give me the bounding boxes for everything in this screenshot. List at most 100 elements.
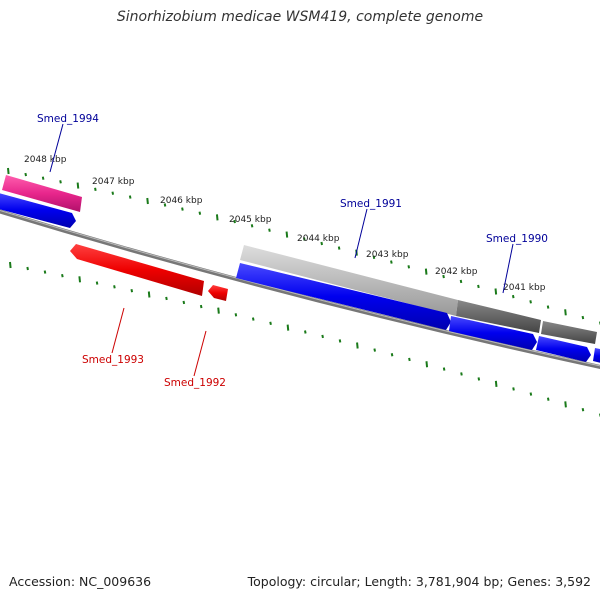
inner-tick bbox=[130, 288, 134, 293]
inner-tick bbox=[234, 313, 238, 317]
inner-tick bbox=[460, 372, 463, 376]
inner-tick bbox=[529, 392, 533, 396]
inner-tick bbox=[321, 334, 324, 339]
outer-tick bbox=[7, 167, 10, 175]
gene-blue-left[interactable] bbox=[0, 192, 76, 228]
kbp-label-2047: 2047 kbp bbox=[92, 177, 135, 187]
gene-blue-edge[interactable] bbox=[593, 348, 600, 364]
genome-summary-text: Topology: circular; Length: 3,781,904 bp… bbox=[247, 574, 591, 589]
kbp-label-2043: 2043 kbp bbox=[366, 250, 409, 260]
inner-tick-row bbox=[9, 261, 600, 417]
gene-label-smed-1990[interactable]: Smed_1990 bbox=[486, 233, 548, 245]
inner-tick bbox=[494, 380, 498, 387]
outer-tick bbox=[128, 195, 132, 199]
outer-tick bbox=[94, 187, 97, 192]
map-title: Sinorhizobium medicae WSM419, complete g… bbox=[116, 9, 484, 25]
gene-label-smed-1991[interactable]: Smed_1991 bbox=[340, 198, 402, 210]
outer-tick bbox=[581, 315, 585, 320]
rna-band-dark-2 bbox=[541, 321, 597, 344]
inner-tick bbox=[9, 261, 12, 269]
outer-tick bbox=[111, 191, 115, 195]
leader-smed-1990 bbox=[502, 243, 514, 294]
gene-blue-right[interactable] bbox=[536, 336, 591, 362]
inner-tick bbox=[512, 387, 515, 391]
outer-tick bbox=[337, 246, 341, 250]
gene-smed-1991-body[interactable] bbox=[236, 263, 451, 330]
outer-tick bbox=[268, 228, 271, 232]
outer-tick bbox=[250, 224, 254, 228]
inner-tick bbox=[373, 348, 376, 352]
gene-smed-1992[interactable] bbox=[208, 285, 228, 301]
outer-tick bbox=[215, 214, 219, 221]
inner-tick bbox=[425, 361, 429, 368]
outer-tick bbox=[424, 268, 428, 275]
outer-tick bbox=[529, 300, 532, 304]
leader-smed-1994 bbox=[49, 123, 64, 173]
kbp-label-2041: 2041 kbp bbox=[503, 283, 546, 293]
inner-tick bbox=[199, 304, 203, 309]
kbp-label-2044: 2044 kbp bbox=[297, 234, 340, 244]
leader-smed-1992 bbox=[193, 330, 207, 377]
gene-label-smed-1992[interactable]: Smed_1992 bbox=[164, 377, 226, 389]
inner-tick bbox=[43, 270, 47, 274]
kbp-label-2045: 2045 kbp bbox=[229, 215, 272, 225]
inner-tick bbox=[182, 300, 186, 305]
gene-smed-1994[interactable] bbox=[2, 175, 82, 212]
inner-tick bbox=[408, 357, 411, 362]
inner-tick bbox=[581, 407, 585, 412]
inner-tick bbox=[26, 266, 29, 271]
accession-text: Accession: NC_009636 bbox=[9, 574, 152, 589]
outer-tick-row bbox=[7, 167, 600, 325]
outer-tick bbox=[303, 237, 306, 241]
inner-tick bbox=[356, 342, 359, 349]
gene-blue-mid[interactable] bbox=[449, 316, 537, 350]
outer-tick bbox=[511, 294, 515, 299]
genome-backbone-highlight bbox=[0, 209, 600, 367]
inner-tick bbox=[78, 276, 82, 283]
outer-tick bbox=[459, 279, 463, 284]
kbp-label-2048: 2048 kbp bbox=[24, 155, 67, 165]
rna-band-light bbox=[240, 245, 458, 316]
outer-tick bbox=[24, 172, 27, 177]
inner-tick bbox=[390, 353, 394, 357]
inner-tick bbox=[147, 291, 151, 298]
inner-tick bbox=[269, 321, 272, 325]
outer-tick bbox=[407, 265, 411, 269]
outer-tick bbox=[146, 197, 149, 205]
outer-tick bbox=[564, 309, 567, 316]
inner-tick bbox=[338, 339, 342, 343]
inner-tick bbox=[165, 296, 168, 301]
genome-backbone bbox=[0, 209, 600, 369]
outer-tick bbox=[442, 274, 445, 279]
leader-smed-1993 bbox=[111, 307, 125, 354]
outer-tick bbox=[233, 219, 236, 224]
inner-tick bbox=[442, 367, 446, 371]
outer-tick bbox=[41, 176, 45, 180]
inner-tick bbox=[546, 397, 550, 401]
outer-tick bbox=[494, 288, 498, 295]
gene-label-smed-1993[interactable]: Smed_1993 bbox=[82, 354, 144, 366]
inner-tick bbox=[61, 273, 64, 278]
outer-tick bbox=[163, 203, 167, 207]
inner-tick bbox=[217, 307, 220, 314]
gene-label-smed-1994[interactable]: Smed_1994 bbox=[37, 113, 99, 125]
rna-band-dark-1 bbox=[456, 300, 541, 333]
outer-tick bbox=[198, 211, 202, 215]
inner-tick bbox=[564, 401, 567, 408]
gene-smed-1993[interactable] bbox=[70, 244, 204, 296]
kbp-label-2042: 2042 kbp bbox=[435, 267, 478, 277]
kbp-labels: 2048 kbp 2047 kbp 2046 kbp 2045 kbp 2044… bbox=[24, 155, 546, 293]
inner-tick bbox=[304, 330, 307, 334]
outer-tick bbox=[76, 182, 80, 189]
inner-tick bbox=[95, 281, 99, 285]
inner-tick bbox=[477, 377, 481, 381]
leader-smed-1991 bbox=[354, 208, 368, 259]
inner-tick bbox=[113, 285, 116, 289]
kbp-label-2046: 2046 kbp bbox=[160, 196, 203, 206]
outer-tick bbox=[372, 255, 376, 260]
outer-tick bbox=[59, 180, 62, 184]
outer-tick bbox=[477, 284, 480, 289]
outer-tick bbox=[390, 260, 393, 264]
outer-tick bbox=[320, 241, 323, 246]
